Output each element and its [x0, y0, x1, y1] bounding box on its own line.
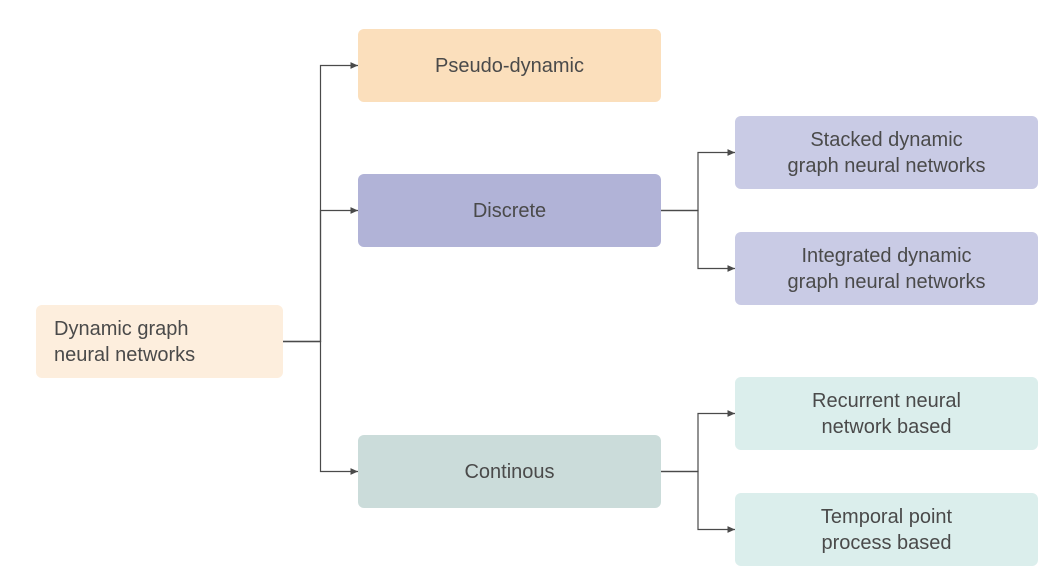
- node-label: Continous: [464, 459, 554, 485]
- edge-discrete-stacked: [661, 153, 735, 211]
- node-label: Recurrent neuralnetwork based: [812, 388, 961, 440]
- node-label: Stacked dynamicgraph neural networks: [788, 127, 986, 179]
- node-integrated: Integrated dynamicgraph neural networks: [735, 232, 1038, 305]
- node-tpp: Temporal pointprocess based: [735, 493, 1038, 566]
- node-label: Discrete: [473, 198, 546, 224]
- node-continuous: Continous: [358, 435, 661, 508]
- node-label: Temporal pointprocess based: [821, 504, 952, 556]
- node-rnn: Recurrent neuralnetwork based: [735, 377, 1038, 450]
- edge-root-continuous: [283, 342, 358, 472]
- edge-discrete-integrated: [661, 211, 735, 269]
- node-label: Dynamic graphneural networks: [54, 316, 195, 368]
- node-root: Dynamic graphneural networks: [36, 305, 283, 378]
- edge-continuous-rnn: [661, 414, 735, 472]
- node-stacked: Stacked dynamicgraph neural networks: [735, 116, 1038, 189]
- node-label: Pseudo-dynamic: [435, 53, 584, 79]
- edge-continuous-tpp: [661, 472, 735, 530]
- edge-root-discrete: [283, 211, 358, 342]
- node-pseudo: Pseudo-dynamic: [358, 29, 661, 102]
- node-discrete: Discrete: [358, 174, 661, 247]
- node-label: Integrated dynamicgraph neural networks: [788, 243, 986, 295]
- edge-root-pseudo: [283, 66, 358, 342]
